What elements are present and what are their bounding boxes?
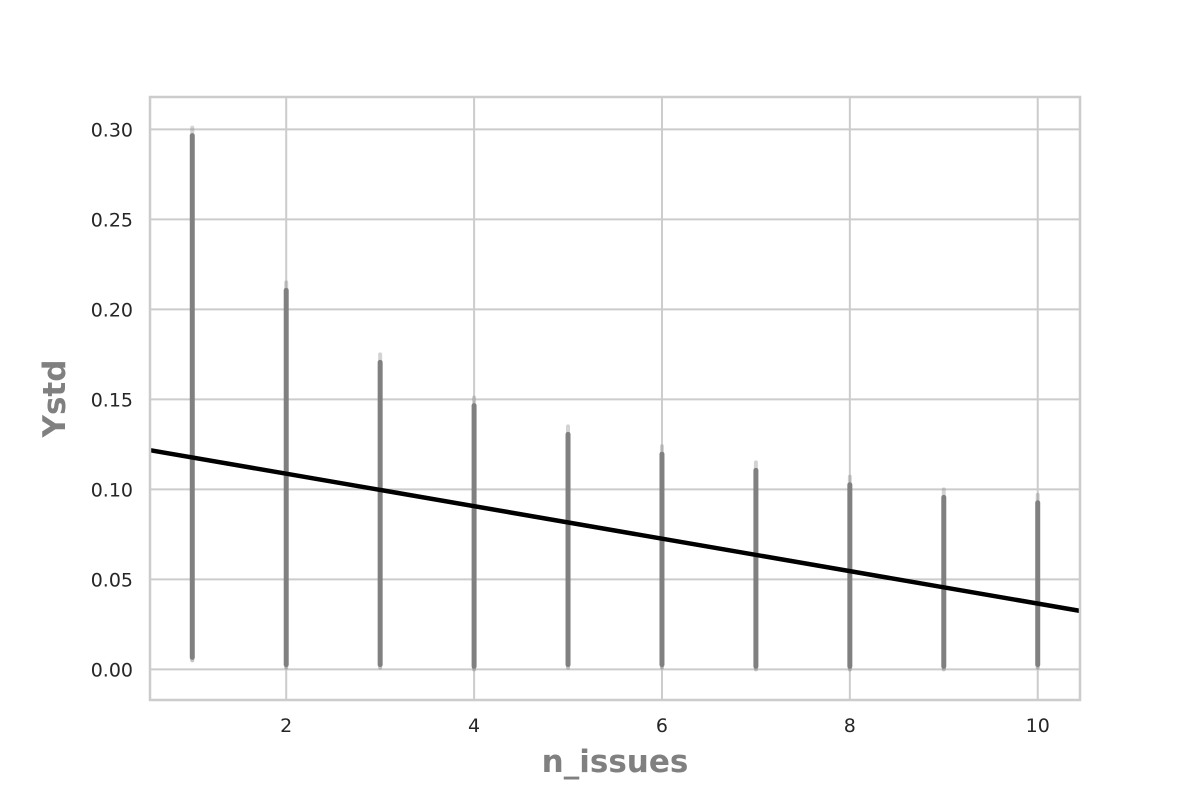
- x-tick-labels: 2 4 6 8 10: [280, 715, 1050, 737]
- data-points: [189, 125, 1041, 672]
- x-tick-label: 10: [1026, 715, 1050, 737]
- x-tick-label: 8: [844, 715, 856, 737]
- y-tick-label: 0.25: [91, 209, 133, 231]
- y-tick-label: 0.10: [91, 479, 133, 501]
- y-tick-label: 0.15: [91, 389, 133, 411]
- plot-frame: [148, 95, 1082, 702]
- x-tick-label: 6: [656, 715, 668, 737]
- y-tick-label: 0.00: [91, 659, 133, 681]
- regression-line-group: [149, 447, 1081, 614]
- x-axis-label: n_issues: [542, 744, 689, 780]
- grid-lines: [150, 97, 1080, 700]
- y-tick-label: 0.05: [91, 569, 133, 591]
- y-tick-label: 0.30: [91, 119, 133, 141]
- y-tick-labels: 0.00 0.05 0.10 0.15 0.20 0.25 0.30: [91, 119, 133, 681]
- regression-line: [149, 447, 1081, 614]
- x-tick-label: 4: [468, 715, 480, 737]
- x-tick-label: 2: [280, 715, 292, 737]
- y-axis-label: Ystd: [37, 360, 73, 439]
- y-tick-label: 0.20: [91, 299, 133, 321]
